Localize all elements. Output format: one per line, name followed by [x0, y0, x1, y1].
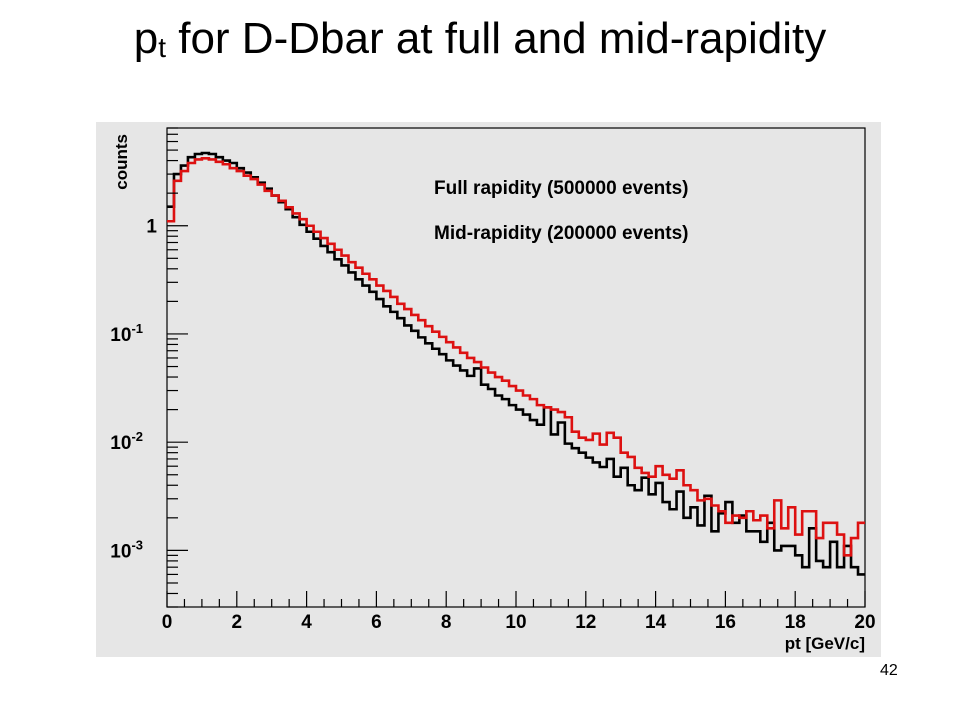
histogram-series-1: [167, 156, 865, 557]
y-tick-label: 10-2: [110, 429, 143, 454]
plot-frame: [166, 127, 866, 608]
y-tick-label: 10-3: [110, 537, 143, 562]
y-axis-title: counts: [112, 134, 131, 190]
page-number: 42: [880, 662, 898, 679]
plot-frame-group: [166, 127, 866, 608]
legend-entry-full-rapidity: Full rapidity (500000 events): [434, 178, 689, 199]
chart-panel: 0 2 4 6 8 10 12 14 16 18 20 1 10-1 10-2 10-3 pt [GeV/c…: [96, 122, 881, 657]
x-tick-label: 16: [715, 612, 736, 633]
x-axis-title: pt [GeV/c]: [785, 634, 865, 653]
x-tick-label: 20: [854, 612, 875, 633]
x-tick-label: 0: [162, 612, 173, 633]
y-tick-exponent: -3: [131, 537, 143, 552]
y-tick-label: 1: [146, 217, 157, 238]
y-tick-label: 10-1: [110, 321, 143, 346]
x-tick-label: 10: [505, 612, 526, 633]
series-group: [167, 151, 865, 576]
histogram-chart: 0 2 4 6 8 10 12 14 16 18 20 1 10-1 10-2 10-3 pt [GeV/c…: [110, 127, 876, 653]
slide-title: pt for D-Dbar at full and mid-rapidity: [0, 14, 960, 64]
x-tick-label: 6: [371, 612, 382, 633]
legend-entry-mid-rapidity: Mid-rapidity (200000 events): [434, 223, 688, 244]
y-tick-exponent: -2: [131, 429, 143, 444]
tick-group: [166, 127, 866, 608]
title-rest: for D-Dbar at full and mid-rapidity: [166, 14, 827, 63]
title-subscript: t: [158, 32, 166, 63]
x-tick-label: 4: [301, 612, 312, 633]
y-tick-exponent: -1: [131, 321, 143, 336]
x-tick-label: 12: [575, 612, 596, 633]
title-main: p: [133, 14, 159, 63]
x-tick-label: 18: [785, 612, 806, 633]
x-tick-label: 2: [232, 612, 243, 633]
x-tick-label: 8: [441, 612, 452, 633]
tick-label-group: 0 2 4 6 8 10 12 14 16 18 20 1 10-1 10-2 10-3: [110, 217, 875, 633]
x-tick-label: 14: [645, 612, 667, 633]
